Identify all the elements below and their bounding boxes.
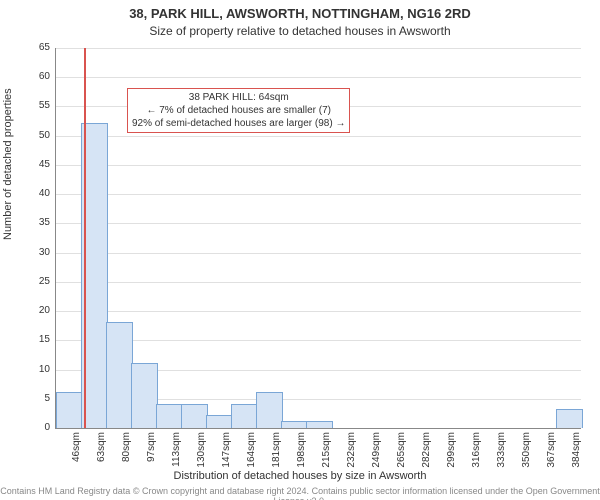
histogram-bar xyxy=(306,421,333,428)
ytick-label: 60 xyxy=(10,72,50,82)
histogram-bar xyxy=(556,409,583,428)
ytick-label: 35 xyxy=(10,218,50,228)
footer-line-1: Contains HM Land Registry data © Crown c… xyxy=(0,486,309,496)
ytick-label: 0 xyxy=(10,423,50,433)
footer-attribution: Contains HM Land Registry data © Crown c… xyxy=(0,486,600,500)
histogram-bar xyxy=(156,404,183,428)
gridline xyxy=(56,165,581,166)
ytick-label: 30 xyxy=(10,248,50,258)
gridline xyxy=(56,311,581,312)
chart-container: 38, PARK HILL, AWSWORTH, NOTTINGHAM, NG1… xyxy=(0,0,600,500)
gridline xyxy=(56,223,581,224)
histogram-bar xyxy=(106,322,133,428)
gridline xyxy=(56,48,581,49)
gridline xyxy=(56,340,581,341)
histogram-bar xyxy=(131,363,158,428)
annotation-line: 38 PARK HILL: 64sqm xyxy=(132,91,345,104)
histogram-bar xyxy=(256,392,283,428)
x-axis-label: Distribution of detached houses by size … xyxy=(0,470,600,482)
ytick-label: 55 xyxy=(10,101,50,111)
chart-title-sub: Size of property relative to detached ho… xyxy=(0,24,600,38)
histogram-bar xyxy=(281,421,308,428)
histogram-bar xyxy=(56,392,83,428)
ytick-label: 40 xyxy=(10,189,50,199)
ytick-label: 65 xyxy=(10,43,50,53)
gridline xyxy=(56,77,581,78)
annotation-line: ← 7% of detached houses are smaller (7) xyxy=(132,104,345,117)
gridline xyxy=(56,136,581,137)
histogram-bar xyxy=(206,415,233,428)
ytick-label: 25 xyxy=(10,277,50,287)
histogram-bar xyxy=(231,404,258,428)
ytick-label: 10 xyxy=(10,365,50,375)
gridline xyxy=(56,194,581,195)
histogram-bar xyxy=(181,404,208,428)
gridline xyxy=(56,253,581,254)
ytick-label: 5 xyxy=(10,394,50,404)
ytick-label: 15 xyxy=(10,335,50,345)
annotation-line: 92% of semi-detached houses are larger (… xyxy=(132,117,345,130)
chart-title-main: 38, PARK HILL, AWSWORTH, NOTTINGHAM, NG1… xyxy=(0,6,600,21)
ytick-label: 45 xyxy=(10,160,50,170)
marker-line xyxy=(84,48,86,428)
footer-line-2: Contains public sector information licen… xyxy=(273,486,599,500)
gridline xyxy=(56,282,581,283)
ytick-label: 50 xyxy=(10,131,50,141)
annotation-box: 38 PARK HILL: 64sqm← 7% of detached hous… xyxy=(127,88,350,133)
ytick-label: 20 xyxy=(10,306,50,316)
